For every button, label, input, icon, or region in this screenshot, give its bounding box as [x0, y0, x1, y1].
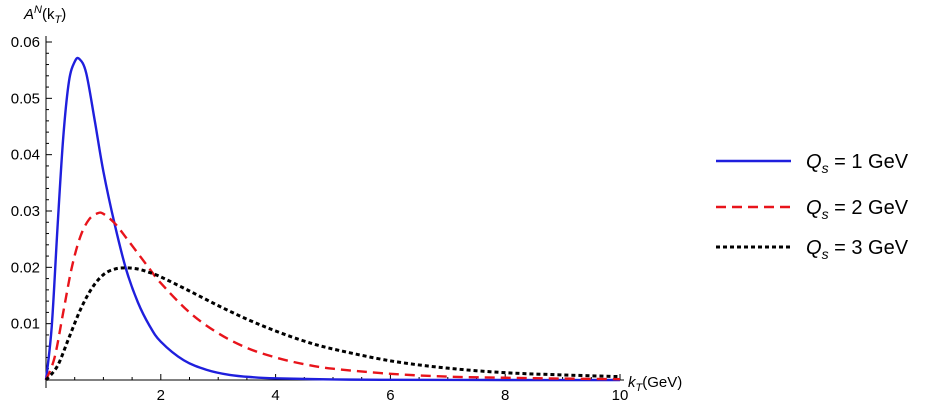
series-line-3 — [44, 266, 621, 381]
y-tick-label: 0.02 — [11, 259, 40, 276]
y-axis-label: AN(kT) — [23, 4, 66, 26]
legend-label-2: Qs = 2 GeV — [806, 197, 909, 222]
y-tick-label: 0.03 — [11, 203, 40, 220]
legend: Qs = 1 GeV Qs = 2 GeV Qs = 3 GeV — [716, 151, 909, 262]
x-tick-label: 6 — [386, 387, 394, 400]
x-tick-label: 8 — [501, 387, 509, 400]
y-tick-label: 0.01 — [11, 316, 40, 333]
legend-label-1: Qs = 1 GeV — [806, 151, 909, 176]
x-tick-label: 10 — [612, 387, 629, 400]
curves — [44, 56, 621, 382]
x-axis-label: kT(GeV) — [628, 374, 682, 394]
y-tick-label: 0.04 — [11, 147, 40, 164]
y-tick-label: 0.06 — [11, 34, 40, 51]
axes: 2 4 6 8 10 0.01 0.02 0.03 0.04 0.05 0.06 AN(kT) kT(G… — [11, 4, 682, 400]
series-line-1 — [44, 56, 621, 382]
x-tick-label: 4 — [271, 387, 279, 400]
legend-label-3: Qs = 3 GeV — [806, 237, 909, 262]
y-tick-label: 0.05 — [11, 90, 40, 107]
x-tick-label: 2 — [157, 387, 165, 400]
series-line-2 — [44, 211, 621, 381]
